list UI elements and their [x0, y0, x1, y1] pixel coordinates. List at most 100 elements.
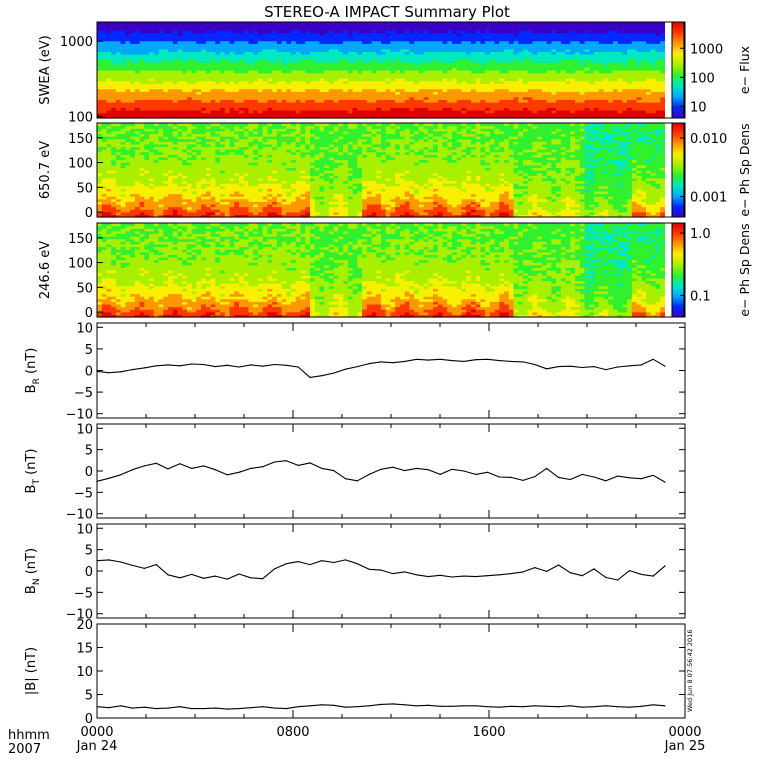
- heatmap-cell: [224, 70, 231, 74]
- heatmap-cell: [149, 59, 155, 63]
- heatmap-cell: [636, 35, 642, 39]
- heatmap-cell: [205, 70, 212, 74]
- heatmap-cell: [452, 80, 458, 84]
- heatmap-cell: [243, 43, 250, 47]
- heatmap-cell: [437, 43, 444, 47]
- heatmap-cell: [362, 46, 368, 50]
- heatmap-cell: [149, 104, 155, 108]
- heatmap-cell: [404, 110, 410, 114]
- heatmap-cell: [603, 59, 609, 63]
- heatmap-cell: [120, 88, 126, 92]
- heatmap-cell: [319, 104, 325, 108]
- heatmap-cell: [158, 159, 164, 163]
- heatmap-cell: [101, 43, 108, 47]
- heatmap-cell: [485, 54, 491, 58]
- heatmap-cell: [191, 112, 197, 116]
- heatmap-cell: [470, 59, 477, 63]
- heatmap-cell: [362, 64, 368, 68]
- heatmap-cell: [655, 78, 661, 82]
- heatmap-cell: [257, 94, 264, 98]
- heatmap-cell: [428, 110, 434, 114]
- heatmap-cell: [518, 40, 524, 44]
- heatmap-cell: [97, 172, 103, 176]
- heatmap-cell: [191, 43, 197, 47]
- heatmap-cell: [224, 48, 231, 52]
- heatmap-cell: [144, 72, 150, 76]
- heatmap-cell: [220, 96, 226, 100]
- heatmap-cell: [177, 196, 183, 200]
- heatmap-cell: [239, 75, 245, 79]
- heatmap-cell: [149, 190, 155, 195]
- heatmap-cell: [399, 40, 406, 44]
- heatmap-cell: [376, 96, 382, 100]
- heatmap-cell: [101, 27, 108, 31]
- heatmap-cell: [333, 94, 339, 98]
- heatmap-cell: [442, 94, 448, 98]
- heatmap-cell: [125, 83, 131, 87]
- heatmap-cell: [470, 88, 477, 92]
- heatmap-cell: [267, 72, 273, 76]
- heatmap-cell: [622, 99, 628, 103]
- heatmap-cell: [390, 110, 396, 114]
- heatmap-cell: [594, 112, 600, 116]
- heatmap-cell: [489, 27, 496, 31]
- heatmap-cell: [134, 30, 141, 34]
- heatmap-cell: [163, 64, 169, 68]
- heatmap-cell: [433, 110, 439, 114]
- heatmap-cell: [182, 59, 188, 63]
- heatmap-cell: [627, 64, 633, 68]
- heatmap-cell: [636, 67, 642, 71]
- heatmap-cell: [319, 78, 325, 82]
- heatmap-cell: [508, 112, 515, 116]
- heatmap-cell: [310, 40, 316, 44]
- heatmap-cell: [480, 70, 486, 74]
- heatmap-cell: [144, 112, 150, 116]
- heatmap-cell: [660, 24, 666, 28]
- heatmap-cell: [163, 46, 169, 50]
- heatmap-cell: [362, 32, 368, 36]
- heatmap-cell: [343, 70, 349, 74]
- heatmap-cell: [186, 75, 193, 79]
- heatmap-cell: [442, 59, 448, 63]
- heatmap-cell: [177, 99, 183, 103]
- heatmap-cell: [149, 143, 155, 148]
- heatmap-cell: [300, 88, 306, 92]
- heatmap-cell: [130, 164, 136, 168]
- heatmap-cell: [134, 64, 141, 68]
- heatmap-cell: [456, 32, 463, 36]
- heatmap-cell: [168, 91, 174, 95]
- heatmap-cell: [598, 86, 605, 90]
- heatmap-cell: [352, 80, 358, 84]
- heatmap-cell: [153, 167, 160, 171]
- heatmap-cell: [466, 107, 472, 111]
- heatmap-cell: [570, 67, 576, 71]
- heatmap-cell: [120, 43, 126, 47]
- heatmap-cell: [480, 56, 486, 60]
- heatmap-cell: [177, 156, 183, 161]
- heatmap-cell: [153, 201, 160, 205]
- heatmap-cell: [617, 59, 623, 63]
- heatmap-cell: [494, 27, 500, 31]
- heatmap-cell: [300, 70, 306, 74]
- heatmap-cell: [594, 83, 600, 87]
- heatmap-cell: [357, 43, 363, 47]
- heatmap-cell: [395, 67, 401, 71]
- heatmap-cell: [125, 180, 131, 184]
- heatmap-cell: [584, 107, 590, 111]
- heatmap-cell: [650, 91, 657, 95]
- heatmap-cell: [191, 64, 197, 68]
- heatmap-cell: [130, 162, 136, 166]
- heatmap-cell: [130, 54, 136, 58]
- heatmap-cell: [594, 38, 600, 42]
- heatmap-cell: [163, 188, 169, 192]
- heatmap-cell: [622, 35, 628, 39]
- heatmap-cell: [319, 59, 325, 63]
- heatmap-cell: [428, 112, 434, 116]
- heatmap-cell: [390, 51, 396, 55]
- heatmap-cell: [158, 209, 164, 213]
- heatmap-cell: [196, 40, 202, 44]
- heatmap-cell: [120, 151, 126, 155]
- heatmap-cell: [470, 99, 477, 103]
- heatmap-cell: [97, 38, 103, 42]
- heatmap-cell: [224, 30, 231, 34]
